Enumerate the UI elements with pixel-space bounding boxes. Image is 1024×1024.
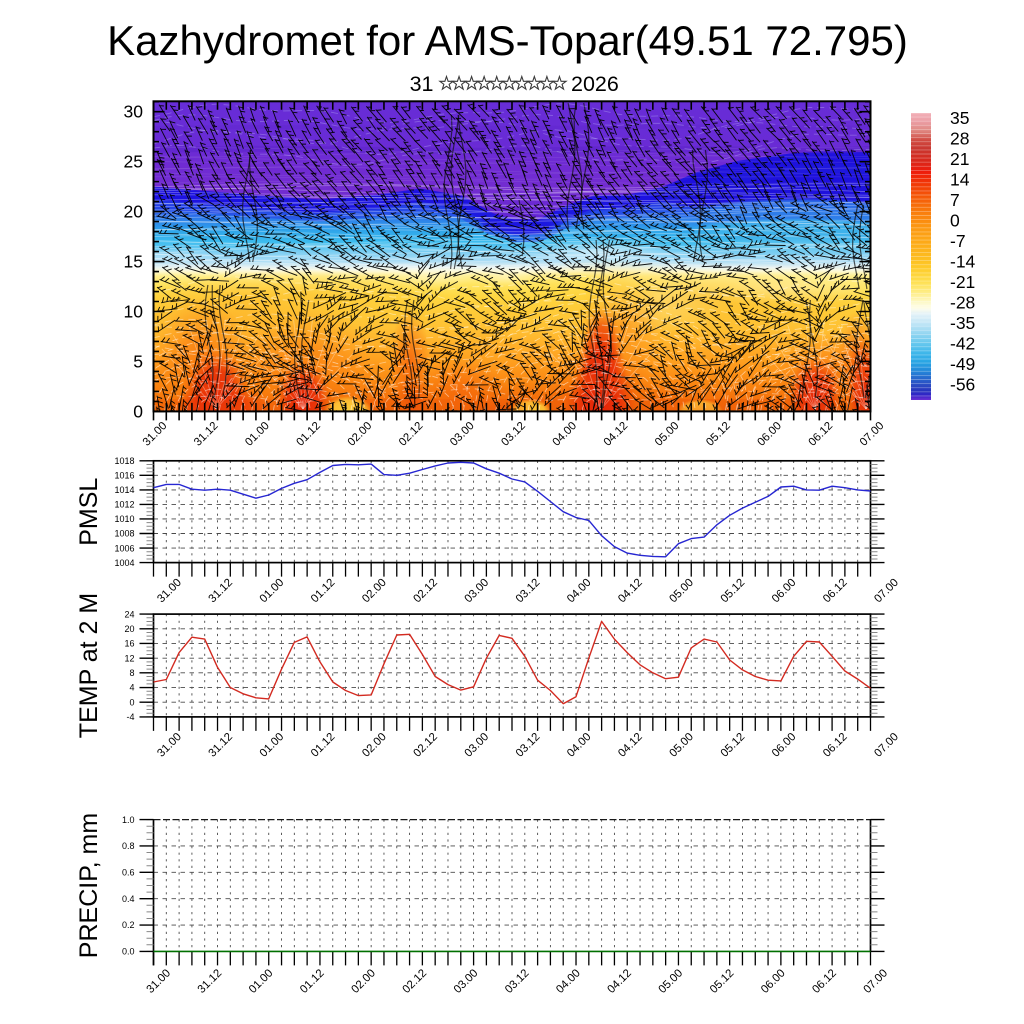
svg-text:2026: 2026 [571,72,619,96]
svg-text:1008: 1008 [114,529,134,539]
svg-text:TEMP at 2 M: TEMP at 2 M [75,593,103,738]
svg-text:1.0: 1.0 [122,815,135,825]
svg-text:-7: -7 [950,231,966,251]
svg-text:10: 10 [124,302,144,322]
svg-text:16: 16 [124,639,134,649]
svg-text:1018: 1018 [114,456,134,466]
svg-text:25: 25 [124,152,143,172]
svg-text:-28: -28 [950,292,975,312]
svg-text:20: 20 [124,202,144,222]
svg-text:8: 8 [129,668,134,678]
svg-text:15: 15 [124,252,143,272]
svg-text:PRECIP, mm: PRECIP, mm [75,813,103,958]
svg-text:1016: 1016 [114,471,134,481]
svg-text:PMSL: PMSL [75,478,103,546]
svg-text:0: 0 [950,210,960,230]
svg-text:28: 28 [950,128,969,148]
svg-text:0: 0 [133,401,143,421]
svg-text:21: 21 [950,149,969,169]
svg-text:14: 14 [950,169,970,189]
svg-text:24: 24 [124,609,134,619]
svg-text:1006: 1006 [114,543,134,553]
svg-text:20: 20 [124,624,134,634]
svg-text:4: 4 [129,683,134,693]
svg-text:12: 12 [124,653,134,663]
svg-text:5: 5 [133,351,143,371]
svg-text:-35: -35 [950,313,975,333]
svg-text:1004: 1004 [114,558,134,568]
svg-text:-21: -21 [950,272,975,292]
svg-text:7: 7 [950,190,960,210]
svg-text:-42: -42 [950,333,975,353]
svg-text:-4: -4 [126,712,134,722]
svg-text:1012: 1012 [114,500,134,510]
svg-text:0.6: 0.6 [122,868,135,878]
svg-text:35: 35 [950,108,969,128]
svg-text:0.8: 0.8 [122,841,135,851]
svg-text:31: 31 [410,72,434,96]
svg-text:0.0: 0.0 [122,947,135,957]
svg-text:Kazhydromet for AMS-Topar(49.5: Kazhydromet for AMS-Topar(49.51 72.795) [107,17,908,64]
svg-text:-49: -49 [950,354,975,374]
svg-text:0.2: 0.2 [122,920,135,930]
svg-text:-56: -56 [950,374,975,394]
svg-text:1014: 1014 [114,485,134,495]
svg-text:-14: -14 [950,251,976,271]
svg-text:30: 30 [124,102,144,122]
svg-text:0.4: 0.4 [122,894,135,904]
svg-text:1010: 1010 [114,514,134,524]
svg-text:0: 0 [129,697,134,707]
